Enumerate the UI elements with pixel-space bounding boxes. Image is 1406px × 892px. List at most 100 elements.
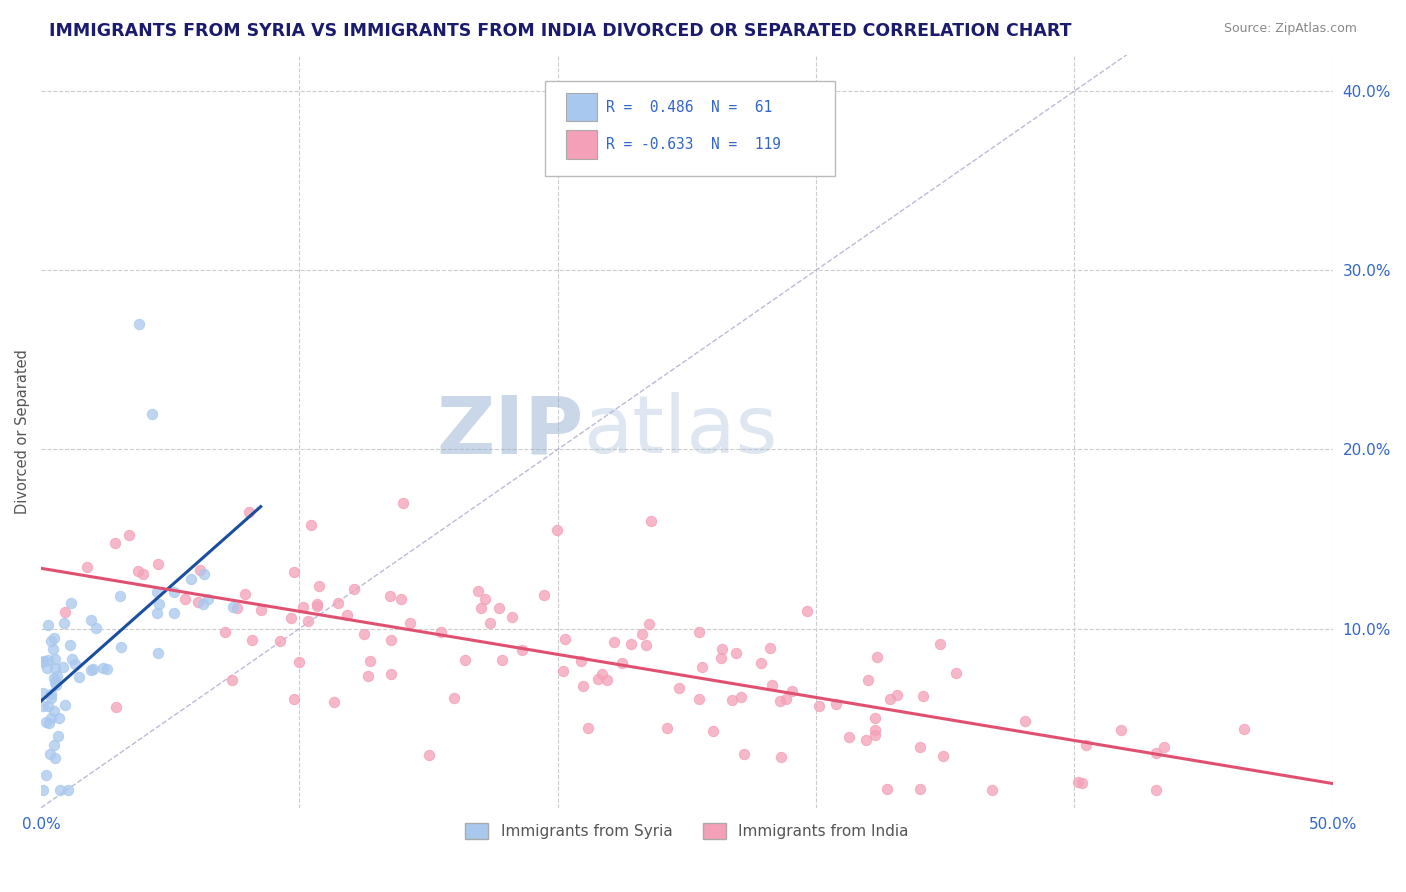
Point — [824, 697, 846, 711]
Point — [105, 700, 128, 714]
Point — [389, 591, 412, 606]
Point — [576, 721, 599, 735]
Point — [44, 675, 66, 690]
Point — [488, 600, 510, 615]
Point — [39, 711, 62, 725]
Point — [63, 657, 86, 671]
Point — [886, 689, 908, 703]
Point — [470, 601, 492, 615]
Point — [879, 692, 901, 706]
Point — [39, 633, 62, 648]
FancyBboxPatch shape — [546, 81, 835, 176]
Point — [474, 591, 496, 606]
Point — [928, 637, 950, 651]
Point — [49, 782, 72, 797]
Point — [180, 572, 202, 586]
Point — [711, 642, 734, 657]
Point — [174, 591, 197, 606]
Point — [322, 695, 344, 709]
Point — [501, 609, 523, 624]
Point — [863, 723, 886, 737]
Point — [591, 667, 613, 681]
FancyBboxPatch shape — [565, 93, 596, 121]
Point — [31, 685, 53, 699]
Text: Source: ZipAtlas.com: Source: ZipAtlas.com — [1223, 22, 1357, 36]
Point — [533, 588, 555, 602]
Point — [343, 582, 366, 597]
Point — [96, 662, 118, 676]
Text: R =  0.486  N =  61: R = 0.486 N = 61 — [606, 100, 772, 114]
Point — [724, 646, 747, 660]
Point — [359, 654, 381, 668]
Point — [357, 668, 380, 682]
Point — [117, 528, 139, 542]
Point — [82, 661, 104, 675]
Point — [780, 684, 803, 698]
Point — [551, 664, 574, 678]
Point — [214, 625, 236, 640]
Point — [640, 514, 662, 528]
Point — [283, 692, 305, 706]
Point — [453, 653, 475, 667]
Point — [240, 633, 263, 648]
Point — [863, 728, 886, 742]
Point — [56, 782, 79, 797]
Point — [37, 653, 59, 667]
Point — [710, 651, 733, 665]
Point — [308, 579, 330, 593]
Point — [197, 592, 219, 607]
Point — [238, 505, 260, 519]
Point — [280, 611, 302, 625]
Point — [378, 589, 401, 603]
Point — [353, 627, 375, 641]
Point — [612, 657, 634, 671]
Point — [39, 691, 62, 706]
Point — [638, 617, 661, 632]
Point — [35, 768, 58, 782]
Point — [53, 698, 76, 712]
Point — [233, 587, 256, 601]
Point — [690, 660, 713, 674]
Point — [467, 583, 489, 598]
Point — [305, 598, 328, 612]
Point — [187, 595, 209, 609]
Point — [146, 585, 169, 599]
Point — [733, 747, 755, 761]
Point — [79, 613, 101, 627]
Point — [148, 597, 170, 611]
Point — [655, 721, 678, 735]
Y-axis label: Divorced or Separated: Divorced or Separated — [15, 349, 30, 514]
Point — [141, 407, 163, 421]
Point — [221, 673, 243, 687]
Point — [775, 692, 797, 706]
Point — [479, 615, 502, 630]
Point — [808, 699, 831, 714]
Point — [35, 661, 58, 675]
Point — [796, 603, 818, 617]
Text: R = -0.633  N =  119: R = -0.633 N = 119 — [606, 137, 780, 153]
Point — [721, 693, 744, 707]
Point — [1144, 746, 1167, 760]
Point — [163, 606, 186, 620]
Point — [37, 617, 59, 632]
Point — [44, 672, 66, 686]
Point — [44, 652, 66, 666]
Point — [163, 585, 186, 599]
Point — [1067, 775, 1090, 789]
Point — [42, 642, 65, 657]
Point — [326, 596, 349, 610]
Point — [769, 694, 792, 708]
Point — [110, 640, 132, 654]
Point — [91, 661, 114, 675]
Point — [865, 711, 887, 725]
Point — [31, 699, 53, 714]
Point — [67, 670, 90, 684]
Point — [571, 654, 593, 668]
Point — [80, 663, 103, 677]
Point — [688, 692, 710, 706]
Point — [305, 599, 328, 613]
Point — [1153, 739, 1175, 754]
Point — [596, 673, 619, 687]
Point — [44, 751, 66, 765]
Point — [44, 661, 66, 675]
